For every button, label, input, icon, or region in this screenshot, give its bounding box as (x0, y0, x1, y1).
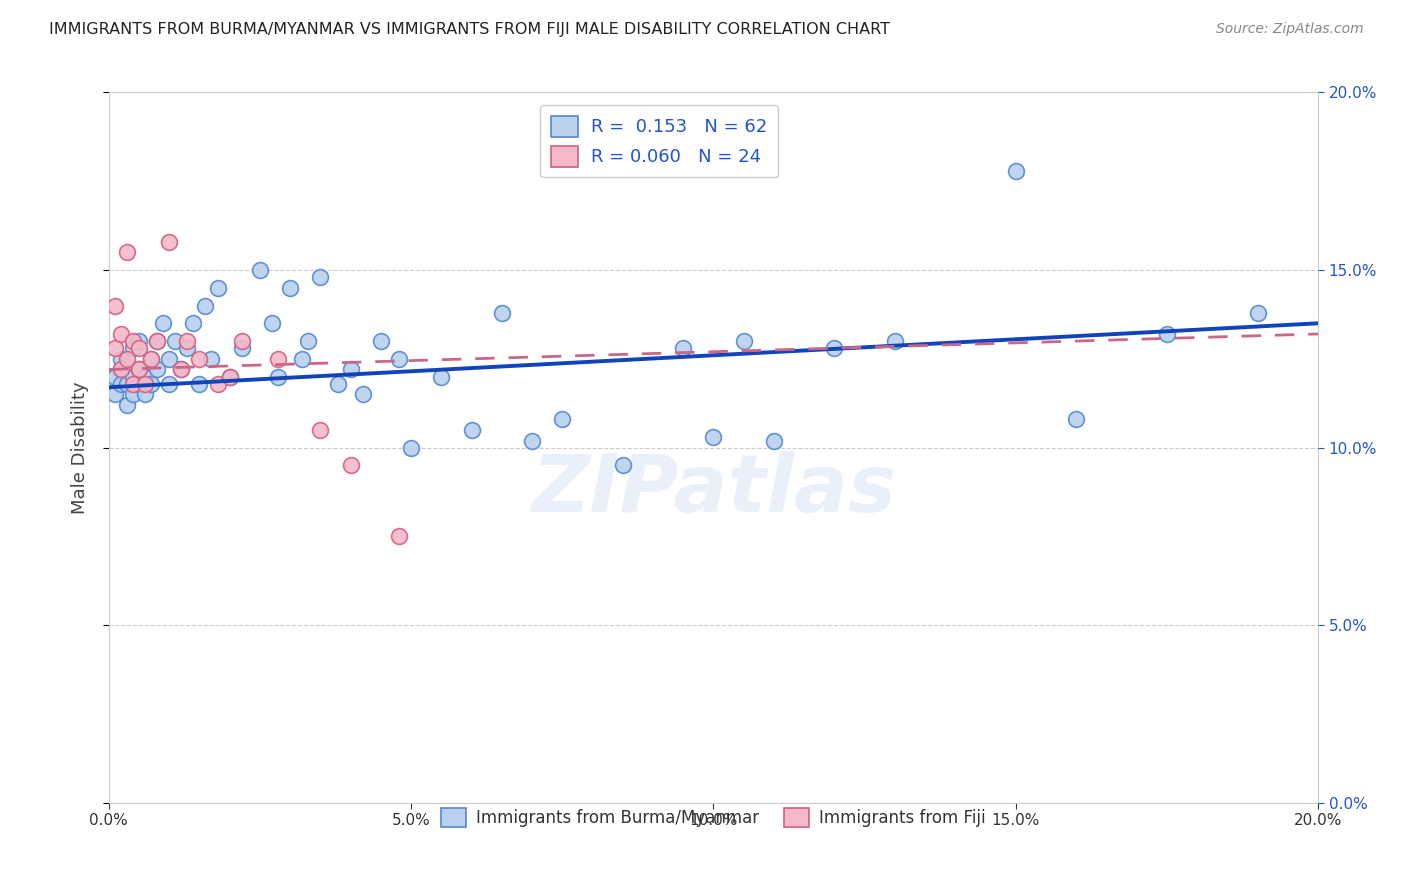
Point (388, 529, 411, 543)
Point (194, 299, 217, 313)
Point (104, 369, 127, 384)
Point (176, 334, 198, 348)
Point (249, 263, 271, 277)
Point (110, 362, 132, 376)
Point (104, 299, 127, 313)
Point (122, 369, 145, 384)
Point (309, 423, 332, 437)
Point (218, 369, 240, 384)
Point (104, 341, 127, 355)
Point (170, 362, 193, 376)
Point (128, 334, 150, 348)
Point (309, 270, 332, 285)
Point (1004, 163, 1026, 178)
Point (823, 341, 845, 355)
Point (339, 458, 361, 473)
Point (231, 334, 253, 348)
Point (157, 351, 180, 366)
Point (128, 341, 150, 355)
Point (115, 398, 138, 412)
Point (491, 305, 513, 319)
Point (291, 351, 314, 366)
Text: IMMIGRANTS FROM BURMA/MYANMAR VS IMMIGRANTS FROM FIJI MALE DISABILITY CORRELATIO: IMMIGRANTS FROM BURMA/MYANMAR VS IMMIGRA… (49, 22, 890, 37)
Legend: Immigrants from Burma/Myanmar, Immigrants from Fiji: Immigrants from Burma/Myanmar, Immigrant… (434, 801, 993, 834)
Point (612, 458, 634, 473)
Point (551, 412, 574, 426)
Point (388, 351, 411, 366)
Text: ZIPatlas: ZIPatlas (531, 451, 896, 529)
Point (157, 376, 180, 391)
Point (146, 334, 169, 348)
Point (115, 376, 138, 391)
Point (1247, 305, 1270, 319)
Point (183, 316, 205, 330)
Point (115, 351, 138, 366)
Point (267, 369, 290, 384)
Point (128, 362, 150, 376)
Point (339, 362, 361, 376)
Point (460, 423, 482, 437)
Point (122, 341, 145, 355)
Point (110, 376, 132, 391)
Point (139, 351, 162, 366)
Point (176, 341, 198, 355)
Point (1156, 326, 1178, 341)
Point (1064, 412, 1087, 426)
Point (399, 441, 422, 455)
Point (278, 281, 301, 295)
Point (139, 376, 162, 391)
Y-axis label: Male Disability: Male Disability (72, 382, 89, 514)
Point (328, 376, 350, 391)
Point (672, 341, 695, 355)
Point (146, 334, 169, 348)
Point (200, 351, 222, 366)
Point (104, 387, 127, 401)
Point (128, 376, 150, 391)
Point (134, 369, 156, 384)
Point (110, 351, 132, 366)
Point (702, 430, 724, 444)
Point (134, 376, 156, 391)
Point (139, 351, 162, 366)
Point (110, 326, 132, 341)
Point (157, 235, 180, 249)
Point (165, 334, 187, 348)
Point (260, 316, 283, 330)
Point (115, 359, 138, 373)
Point (883, 334, 905, 348)
Point (170, 362, 193, 376)
Point (128, 362, 150, 376)
Point (188, 376, 211, 391)
Point (134, 387, 156, 401)
Point (762, 434, 785, 448)
Point (207, 281, 229, 295)
Point (733, 334, 755, 348)
Point (520, 434, 543, 448)
Point (122, 376, 145, 391)
Point (110, 362, 132, 376)
Point (231, 341, 253, 355)
Point (188, 351, 211, 366)
Point (267, 351, 290, 366)
Point (146, 362, 169, 376)
Text: Source: ZipAtlas.com: Source: ZipAtlas.com (1216, 22, 1364, 37)
Point (297, 334, 319, 348)
Point (122, 387, 145, 401)
Point (370, 334, 392, 348)
Point (152, 316, 174, 330)
Point (122, 334, 145, 348)
Point (218, 369, 240, 384)
Point (430, 369, 453, 384)
Point (115, 245, 138, 260)
Point (352, 387, 374, 401)
Point (207, 376, 229, 391)
